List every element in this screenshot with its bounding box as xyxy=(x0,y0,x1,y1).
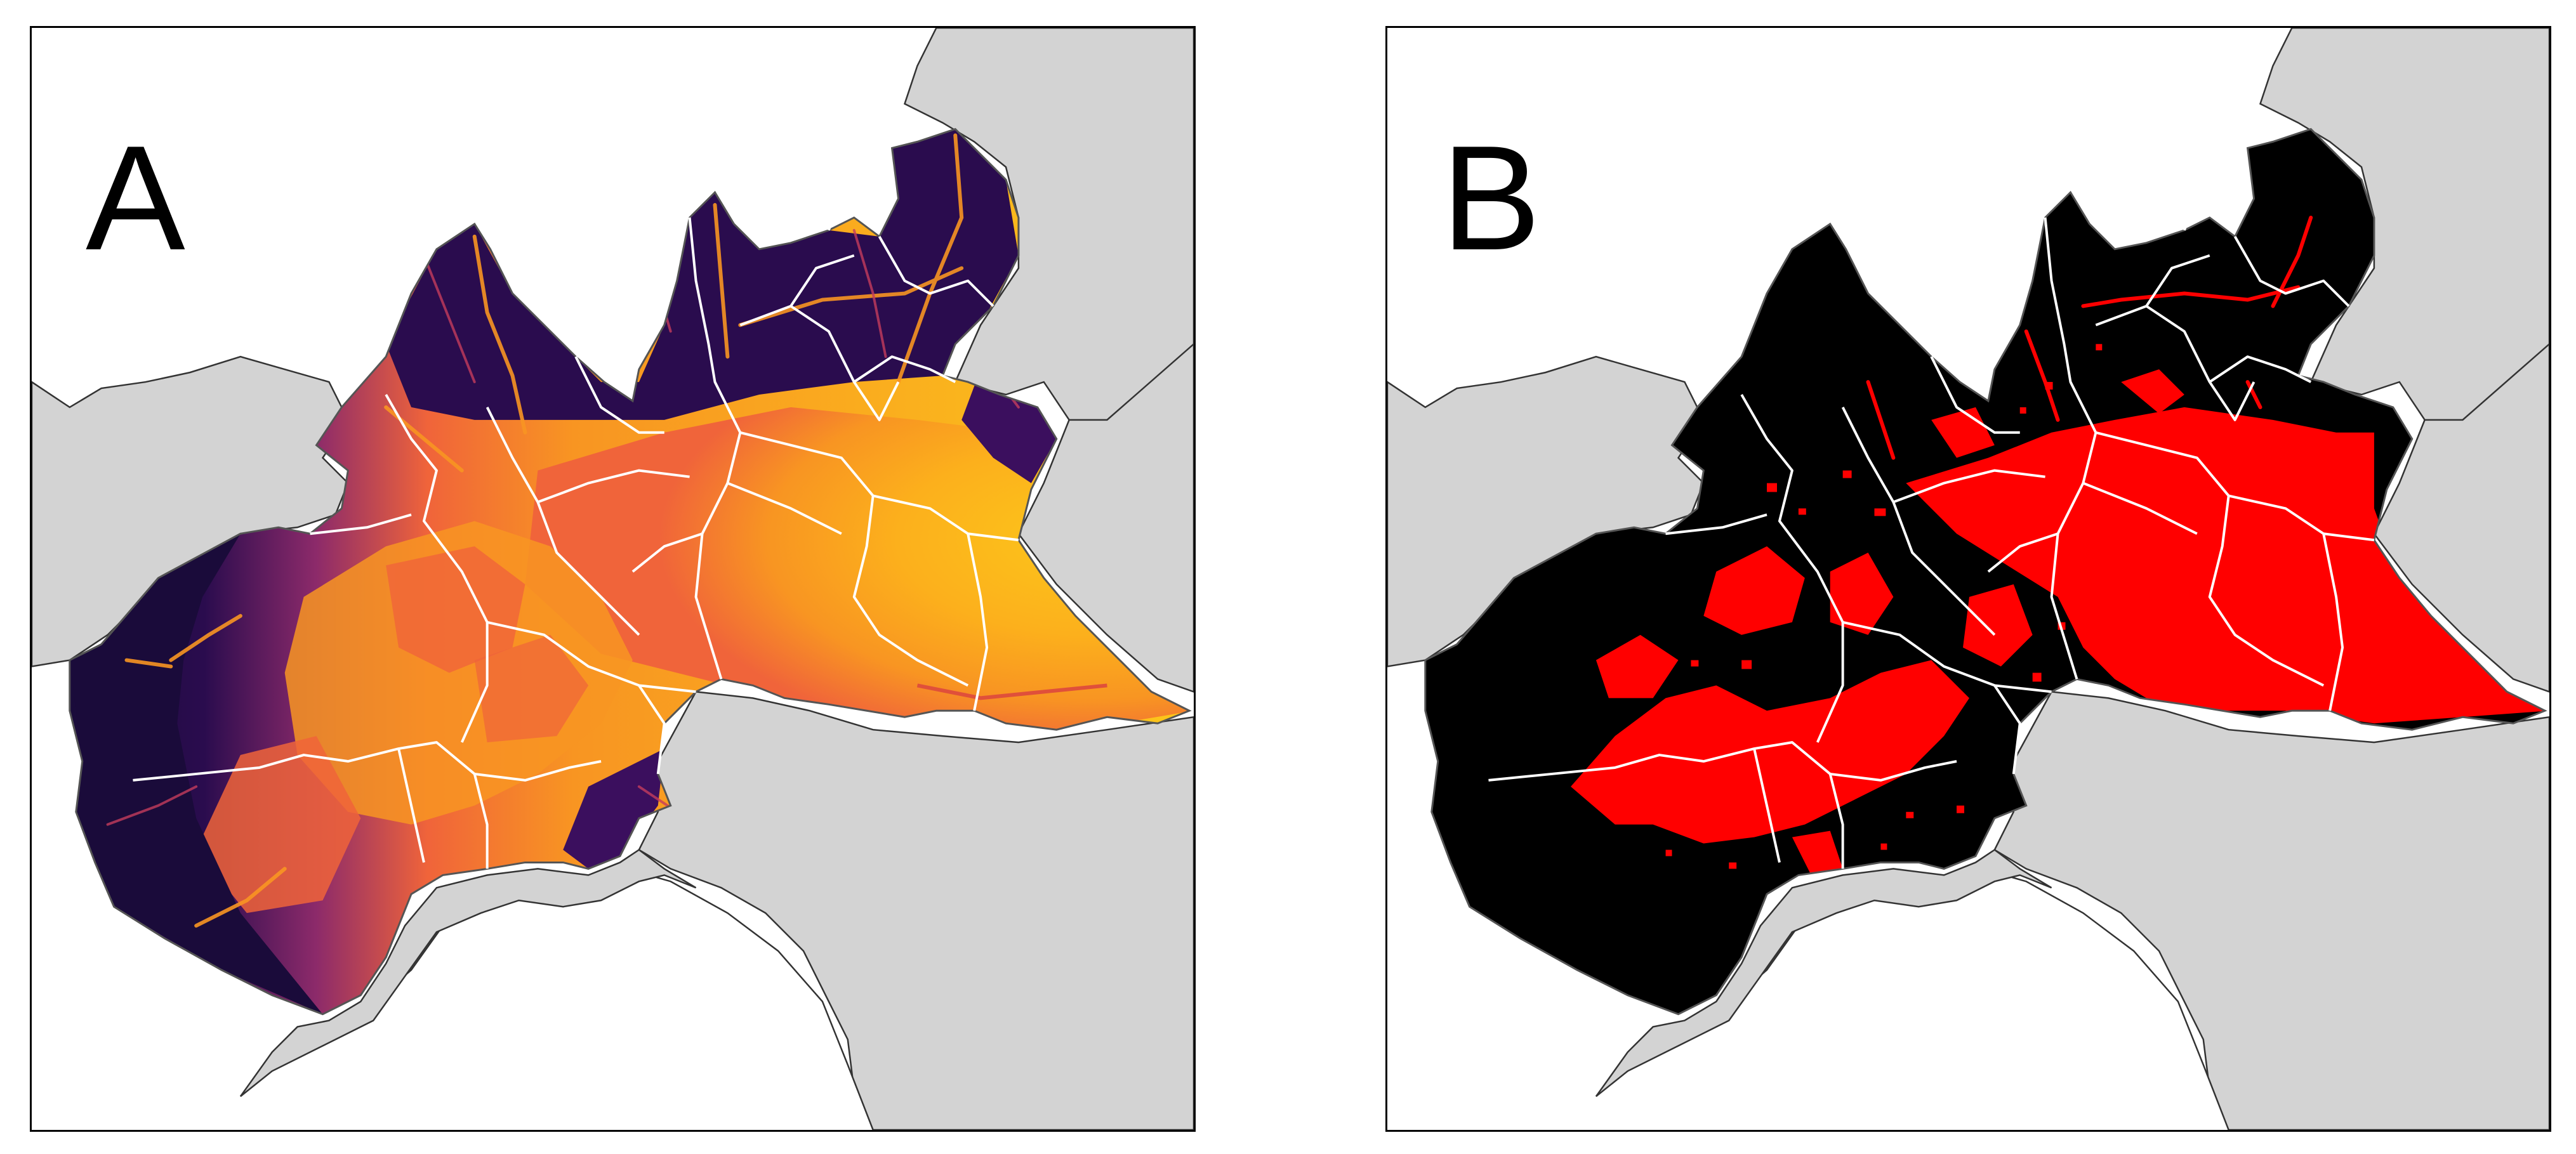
map-b-canvas xyxy=(1387,28,2549,1130)
panel-label-b: B xyxy=(1441,114,1541,281)
neighbor-land-b xyxy=(1387,28,2549,1130)
map-panel-a: A xyxy=(30,26,1196,1132)
region-borders-b xyxy=(1488,172,2375,869)
neighbor-land-a xyxy=(32,28,1194,1130)
region-borders-a xyxy=(133,172,1019,869)
panel-label-a: A xyxy=(86,114,185,281)
map-a-canvas xyxy=(32,28,1194,1130)
presence-raster-b xyxy=(1424,128,2546,1016)
map-panel-b: B xyxy=(1385,26,2551,1132)
